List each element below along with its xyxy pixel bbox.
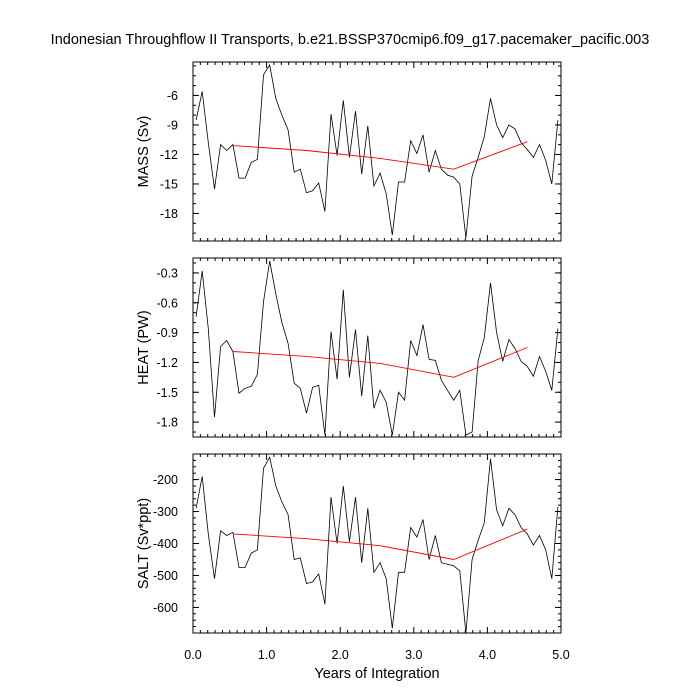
x-tick-label: 2.0 bbox=[332, 648, 349, 662]
x-tick-label: 5.0 bbox=[552, 648, 569, 662]
x-tick-label: 3.0 bbox=[405, 648, 422, 662]
salt-y-tick-label: -400 bbox=[153, 537, 178, 551]
mass-y-tick-label: -6 bbox=[167, 89, 178, 103]
heat-y-tick-label: -0.6 bbox=[156, 296, 178, 310]
mass-y-tick-label: -18 bbox=[160, 207, 178, 221]
salt-y-tick-label: -200 bbox=[153, 473, 178, 487]
salt-y-tick-label: -300 bbox=[153, 505, 178, 519]
heat-y-tick-label: -1.2 bbox=[156, 356, 178, 370]
heat-y-tick-label: -1.8 bbox=[156, 416, 178, 430]
heat-frame bbox=[192, 257, 562, 438]
figure-title: Indonesian Throughflow II Transports, b.… bbox=[50, 32, 650, 48]
heat-panel: -0.3 -0.6 -0.9 -1.2 -1.5 -1.8 HEAT (PW) bbox=[136, 257, 562, 438]
salt-y-tick-label: -500 bbox=[153, 569, 178, 583]
mass-y-tick-label: -12 bbox=[160, 148, 178, 162]
salt-frame bbox=[192, 453, 562, 634]
chart-panels: -6 -9 -12 -15 -18 MASS (Sv) -0.3 -0.6 -0.9 -1.2 -1… bbox=[136, 61, 570, 662]
mass-series-line bbox=[195, 63, 559, 239]
x-tick-label: 4.0 bbox=[479, 648, 496, 662]
heat-y-tick-label: -0.9 bbox=[156, 326, 178, 340]
heat-series-line bbox=[195, 260, 559, 436]
heat-trend-line bbox=[232, 347, 528, 378]
x-tick-label: 0.0 bbox=[184, 648, 201, 662]
salt-trend-line bbox=[232, 528, 528, 560]
mass-y-axis-label: MASS (Sv) bbox=[136, 116, 152, 188]
mass-frame bbox=[192, 61, 562, 242]
heat-y-axis-label: HEAT (PW) bbox=[136, 310, 152, 384]
salt-series-line bbox=[195, 456, 559, 633]
heat-y-tick-label: -1.5 bbox=[156, 386, 178, 400]
salt-y-tick-label: -600 bbox=[153, 601, 178, 615]
x-tick-label: 1.0 bbox=[258, 648, 275, 662]
mass-panel: -6 -9 -12 -15 -18 MASS (Sv) bbox=[136, 61, 562, 242]
x-axis-label: Years of Integration bbox=[314, 666, 440, 682]
mass-trend-line bbox=[232, 141, 528, 170]
mass-y-tick-label: -9 bbox=[167, 118, 178, 132]
heat-y-tick-label: -0.3 bbox=[156, 266, 178, 280]
salt-y-axis-label: SALT (Sv*ppt) bbox=[136, 498, 152, 589]
mass-y-tick-label: -15 bbox=[160, 177, 178, 191]
